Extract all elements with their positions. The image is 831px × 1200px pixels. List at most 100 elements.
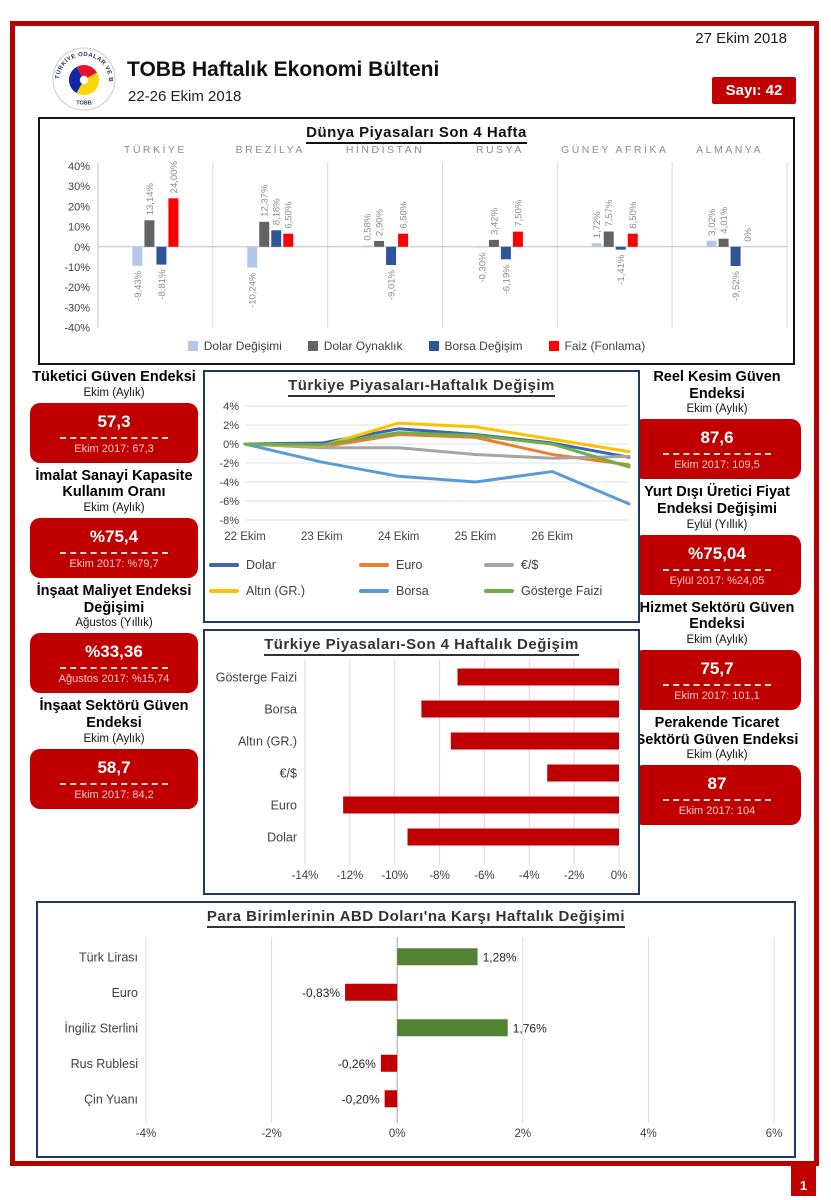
value-label: -6,19% [501,264,512,295]
bar [718,238,729,247]
stat-period: Ekim (Aylık) [83,386,145,399]
bar [407,828,619,846]
legend-label: Borsa Değişim [444,339,523,353]
dashed-divider [662,684,772,687]
bulletin-title: TOBB Haftalık Ekonomi Bülteni [127,58,440,81]
stat-title: İmalat Sanayi Kapasite Kullanım Oranı [35,467,193,501]
legend-swatch [209,563,239,567]
stat-period: Ekim (Aylık) [686,634,748,647]
category-label: Çin Yuanı [84,1092,138,1106]
stat-value: %33,36 [85,642,143,662]
x-tick-label: 24 Ekim [378,531,420,543]
stat-title: Perakende Ticaret Sektörü Güven Endeksi [635,715,799,748]
stat-real-sector-confidence: Reel Kesim Güven Endeksi Ekim (Aylık) 87… [633,369,801,480]
world-chart-title: Dünya Piyasaları Son 4 Hafta [40,124,793,144]
y-tick-label: 10% [68,222,90,234]
y-tick-label: 30% [68,181,90,193]
stat-title: Yurt Dışı Üretici Fiyat Endeksi Değişimi [644,484,790,518]
fourweek-chart-title: Türkiye Piyasaları-Son 4 Haftalık Değişi… [205,636,638,656]
world-markets-chart: 40% 30% 20% 10% 0% -10% -20% -30% -40% TÜRKİYE BRE… [64,143,788,335]
y-tick-label: 0% [223,439,239,451]
currencies-chart: -4% -2% 0% 2% 4% 6% Türk Lirası 1,28% Euro -0,83%… [64,937,783,1140]
stat-previous: Eylül 2017: %24,05 [669,574,765,587]
legend-swatch [209,589,239,593]
category-label: Rus Rublesi [71,1057,138,1071]
legend-item: Dolar [209,558,359,572]
legend-item: Borsa [359,584,484,598]
legend-swatch [548,341,559,351]
legend-swatch [187,341,198,351]
bar [397,1019,508,1037]
value-label: 13,14% [145,182,156,215]
x-tick-label: 0% [389,1128,406,1140]
dashed-divider [59,552,169,555]
category-label: Borsa [264,703,297,717]
y-tick-label: -2% [219,458,239,470]
x-tick-label: -4% [519,870,539,882]
legend-item: Altın (GR.) [209,584,359,598]
tobb-logo: TÜRKİYE ODALAR VE BORSALAR BİRLİĞİ TOBB [52,47,116,111]
stat-services-confidence: Hizmet Sektörü Güven Endeksi Ekim (Aylık… [633,600,801,711]
stat-value: 75,7 [700,659,734,679]
bulletin-week: 22-26 Ekim 2018 [128,88,242,105]
logo-pinwheel [68,64,100,96]
legend-swatch [484,589,514,593]
x-tick-label: 0% [611,870,628,882]
x-tick-label: 6% [766,1128,783,1140]
value-label: -0,83% [302,986,340,1000]
bar [488,239,499,247]
stat-value: 57,3 [97,411,131,431]
value-label: 24,00% [169,161,180,194]
dashed-divider [59,667,169,670]
y-tick-label: -4% [219,477,239,489]
x-tick-label: -2% [261,1128,281,1140]
currencies-chart-title: Para Birimlerinin ABD Doları'na Karşı Ha… [38,908,794,928]
value-label: 4,01% [719,206,730,233]
stat-value: 58,7 [97,757,131,777]
stat-previous: Ekim 2017: 84,2 [74,788,154,801]
legend-item: €/$ [484,558,634,572]
stat-value-box: 57,3 Ekim 2017: 67,3 [30,402,198,463]
bar [247,246,258,268]
bar [345,983,398,1001]
stat-value-box: 87,6 Ekim 2017: 109,5 [633,419,801,480]
legend-swatch [307,341,318,351]
y-tick-label: -8% [219,515,239,527]
bar [259,221,270,247]
stat-period: Ekim (Aylık) [83,732,145,745]
bar [397,948,478,966]
category-label: İngiliz Sterlini [64,1021,138,1035]
weekly-change-chart: 4% 2% 0% -2% -4% -6% -8% 22 Ekim 23 Ekim 24 Ekim 2… [219,401,631,543]
x-tick-label: 4% [640,1128,657,1140]
category-label: Euro [112,986,138,1000]
bar [380,1054,398,1072]
category-label: Gösterge Faizi [216,671,297,685]
value-label: 6,50% [399,201,410,228]
legend-label: Gösterge Faizi [521,584,603,598]
bar [283,233,294,247]
stat-construction-confidence: İnşaat Sektörü Güven Endeksi Ekim (Aylık… [30,698,198,809]
bar [398,233,409,247]
y-tick-label: -10% [64,262,90,274]
series-line [243,442,631,460]
legend-item: Dolar Oynaklık [307,339,403,353]
bar [362,245,373,247]
issue-date: 27 Ekim 2018 [695,30,787,47]
value-label: 6,50% [628,201,639,228]
stat-foreign-producer-price: Yurt Dışı Üretici Fiyat Endeksi Değişimi… [633,484,801,595]
bar [384,1090,398,1108]
series-line [243,431,631,469]
value-label: -9,52% [731,270,742,301]
stat-previous: Ekim 2017: 104 [678,805,756,818]
x-tick-label: 25 Ekim [455,531,497,543]
bar [512,231,523,247]
stat-title: Reel Kesim Güven Endeksi [653,369,781,402]
country-label: TÜRKİYE [124,143,187,156]
x-tick-label: 23 Ekim [301,531,343,543]
fourweek-change-panel: Türkiye Piyasaları-Son 4 Haftalık Değişi… [203,629,640,895]
bar [730,246,741,267]
legend-item: Euro [359,558,484,572]
dashed-divider [662,568,772,571]
dashed-divider [59,436,169,439]
legend-item: Faiz (Fonlama) [548,339,645,353]
